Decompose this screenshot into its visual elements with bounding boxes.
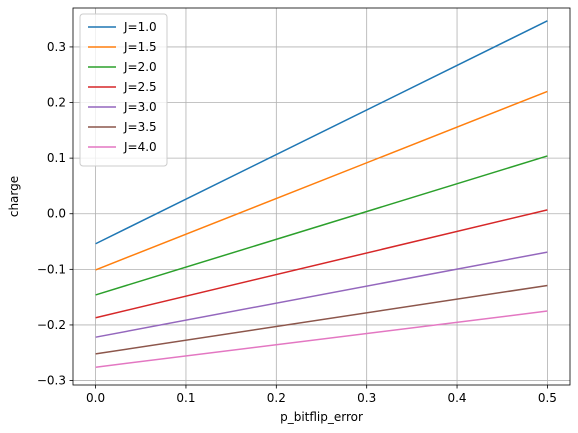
legend-label-6: J=3.5 bbox=[123, 120, 157, 134]
series-line-6 bbox=[95, 284, 548, 355]
series-line-7 bbox=[95, 310, 548, 368]
y-tick-label: 0.0 bbox=[47, 207, 66, 221]
x-tick-label: 0.5 bbox=[538, 391, 557, 405]
y-tick-label: −0.1 bbox=[37, 262, 66, 276]
y-axis-title: charge bbox=[7, 176, 21, 217]
legend-label-5: J=3.0 bbox=[123, 100, 157, 114]
y-tick-label: −0.2 bbox=[37, 318, 66, 332]
series-line-2 bbox=[95, 90, 548, 271]
plot-frame bbox=[72, 7, 571, 386]
x-tick-label: 0.3 bbox=[357, 391, 376, 405]
x-tick-label: 0.4 bbox=[447, 391, 466, 405]
y-axis-ticks: −0.3 −0.2 −0.1 0.0 0.1 0.2 0.3 bbox=[37, 40, 73, 388]
y-tick-label: 0.1 bbox=[47, 151, 66, 165]
x-tick-label: 0.0 bbox=[86, 391, 105, 405]
y-tick-label: 0.2 bbox=[47, 96, 66, 110]
y-tick-label: −0.3 bbox=[37, 374, 66, 388]
legend-label-1: J=1.0 bbox=[123, 20, 157, 34]
legend-label-2: J=1.5 bbox=[123, 40, 157, 54]
series-line-3 bbox=[95, 155, 548, 296]
legend: J=1.0 J=1.5 J=2.0 J=2.5 J=3.0 J=3.5 J=4.0 bbox=[79, 13, 168, 167]
x-tick-label: 0.2 bbox=[267, 391, 286, 405]
series-lines bbox=[95, 20, 548, 368]
legend-label-7: J=4.0 bbox=[123, 140, 157, 154]
x-axis-title: p_bitflip_error bbox=[280, 410, 363, 424]
y-tick-label: 0.3 bbox=[47, 40, 66, 54]
legend-label-3: J=2.0 bbox=[123, 60, 157, 74]
series-line-1 bbox=[95, 20, 548, 245]
series-line-5 bbox=[95, 251, 548, 338]
x-tick-label: 0.1 bbox=[176, 391, 195, 405]
legend-box bbox=[79, 13, 168, 167]
x-axis-ticks: 0.0 0.1 0.2 0.3 0.4 0.5 bbox=[86, 385, 557, 405]
legend-label-4: J=2.5 bbox=[123, 80, 157, 94]
series-line-4 bbox=[95, 209, 548, 319]
